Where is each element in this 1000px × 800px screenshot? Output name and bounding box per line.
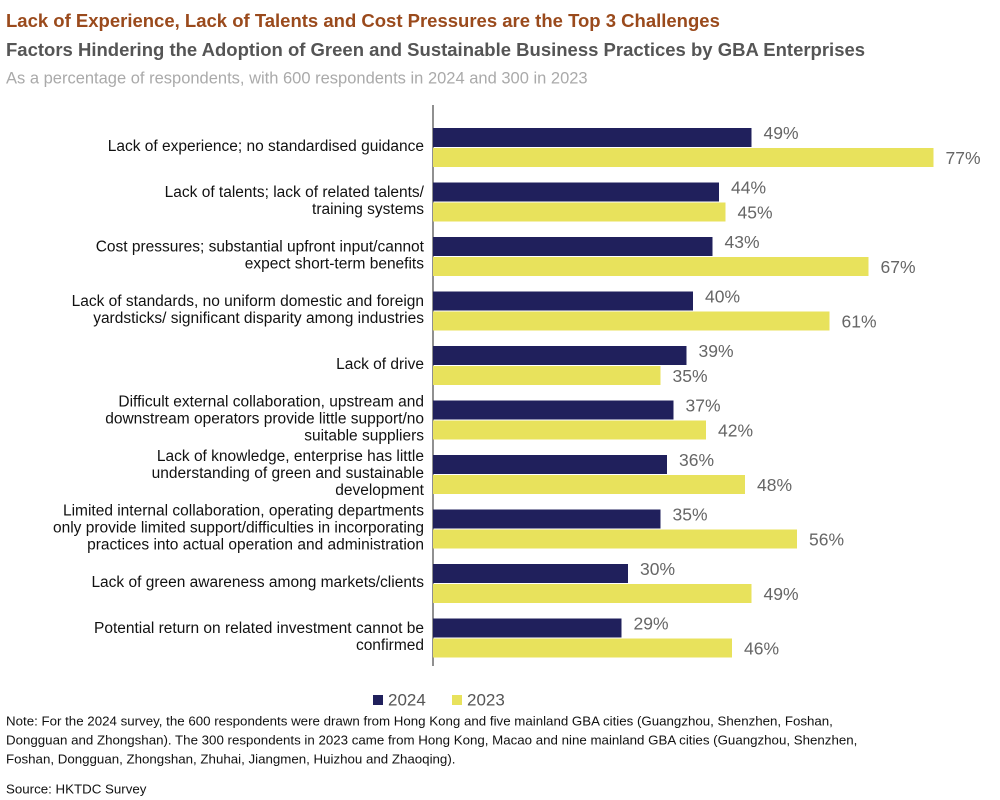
chart-subtitle: Factors Hindering the Adoption of Green … xyxy=(6,39,865,60)
value-label: 35% xyxy=(673,505,708,525)
bar xyxy=(433,202,726,222)
value-label: 67% xyxy=(881,257,916,277)
category-label: downstream operators provide little supp… xyxy=(105,411,424,428)
note: Dongguan and Zhongshan). The 300 respond… xyxy=(6,733,857,748)
category-label: expect short-term benefits xyxy=(245,256,424,273)
value-label: 37% xyxy=(686,396,721,416)
category-label: confirmed xyxy=(356,637,424,654)
category-label: Difficult external collaboration, upstre… xyxy=(118,394,424,411)
bar xyxy=(433,291,693,311)
legend-swatch xyxy=(373,695,383,705)
bar xyxy=(433,237,713,256)
value-label: 30% xyxy=(640,559,675,579)
value-label: 43% xyxy=(725,232,760,252)
category-label: Cost pressures; substantial upfront inpu… xyxy=(96,239,425,256)
bar xyxy=(433,475,745,494)
bar xyxy=(433,564,628,583)
bar xyxy=(433,455,667,474)
value-label: 40% xyxy=(705,287,740,307)
value-label: 56% xyxy=(809,530,844,550)
category-label: Lack of standards, no uniform domestic a… xyxy=(72,293,424,310)
category-label: only provide limited support/difficultie… xyxy=(53,520,424,537)
category-label: Lack of knowledge, enterprise has little xyxy=(157,448,424,465)
category-label: suitable suppliers xyxy=(304,428,424,445)
bar xyxy=(433,509,661,529)
bar xyxy=(433,618,622,638)
value-label: 29% xyxy=(634,614,669,634)
value-label: 48% xyxy=(757,475,792,495)
value-label: 49% xyxy=(764,123,799,143)
source: Source: HKTDC Survey xyxy=(6,782,147,797)
bar xyxy=(433,148,934,167)
bar xyxy=(433,638,732,658)
chart-title: Lack of Experience, Lack of Talents and … xyxy=(6,10,720,31)
value-label: 39% xyxy=(699,341,734,361)
bar xyxy=(433,257,869,276)
category-label: Lack of talents; lack of related talents… xyxy=(165,184,425,201)
bar xyxy=(433,182,719,202)
value-label: 36% xyxy=(679,450,714,470)
bar xyxy=(433,400,674,420)
value-label: 42% xyxy=(718,421,753,441)
category-label: understanding of green and sustainable xyxy=(152,465,424,482)
chart-caption: As a percentage of respondents, with 600… xyxy=(6,69,588,87)
legend-label: 2024 xyxy=(388,690,426,709)
value-label: 46% xyxy=(744,639,779,659)
legend-swatch xyxy=(452,695,462,705)
value-label: 77% xyxy=(946,148,981,168)
legend-label: 2023 xyxy=(467,690,505,709)
note: Foshan, Dongguan, Zhongshan, Zhuhai, Jia… xyxy=(6,752,455,767)
category-label: Lack of green awareness among markets/cl… xyxy=(91,574,424,591)
bar xyxy=(433,529,797,549)
category-label: practices into actual operation and admi… xyxy=(87,537,424,554)
bar xyxy=(433,346,687,365)
category-label: Limited internal collaboration, operatin… xyxy=(63,503,424,520)
value-label: 45% xyxy=(738,203,773,223)
category-label: yardsticks/ significant disparity among … xyxy=(93,310,424,327)
category-label: development xyxy=(335,482,424,499)
category-label: Potential return on related investment c… xyxy=(94,620,424,637)
value-label: 61% xyxy=(842,312,877,332)
value-label: 49% xyxy=(764,584,799,604)
bar xyxy=(433,366,661,385)
note: Note: For the 2024 survey, the 600 respo… xyxy=(6,714,833,729)
value-label: 44% xyxy=(731,178,766,198)
category-label: Lack of drive xyxy=(336,356,424,373)
bar xyxy=(433,128,752,147)
category-label: training systems xyxy=(312,201,424,218)
bar xyxy=(433,420,706,440)
value-label: 35% xyxy=(673,366,708,386)
bar xyxy=(433,584,752,603)
bar xyxy=(433,311,830,331)
category-label: Lack of experience; no standardised guid… xyxy=(108,138,424,155)
